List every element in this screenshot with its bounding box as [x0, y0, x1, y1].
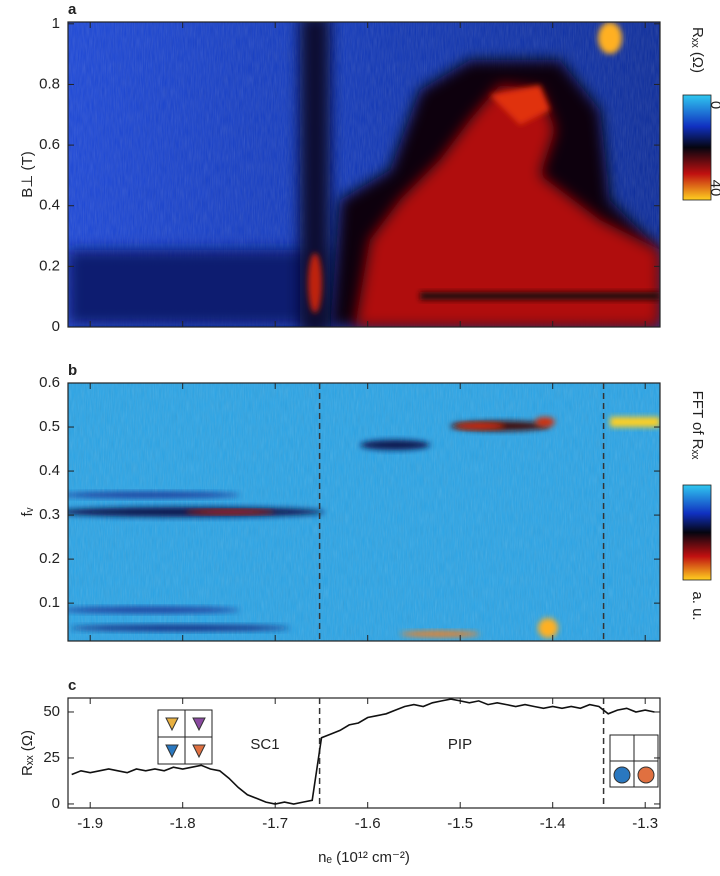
- y-tick-label: 1: [52, 15, 60, 32]
- x-axis-label: nₑ (10¹² cm⁻²): [318, 849, 410, 866]
- y-tick-label: 0: [52, 795, 60, 812]
- y-axis-label: Rₓₓ (Ω): [19, 730, 36, 776]
- y-tick-label: 0.4: [39, 462, 60, 479]
- plot-frame: [67, 382, 661, 642]
- y-axis-label: B⊥ (T): [19, 151, 36, 197]
- x-tick-label: -1.7: [262, 815, 288, 832]
- y-tick-label: 0.1: [39, 594, 60, 611]
- y-tick-label: 50: [43, 703, 60, 720]
- x-tick-label: -1.4: [540, 815, 566, 832]
- panel-label: a: [68, 1, 77, 18]
- heatmap-b: [68, 383, 660, 641]
- colorbar-label: Rₓₓ (Ω): [689, 27, 706, 73]
- heatmap-a: [68, 22, 660, 327]
- colorbar-label: FFT of Rₓₓ: [689, 391, 706, 460]
- annotation: SC1: [250, 736, 279, 753]
- x-tick-label: -1.5: [447, 815, 473, 832]
- y-tick-label: 0.5: [39, 418, 60, 435]
- x-tick-label: -1.3: [632, 815, 658, 832]
- panel-label: c: [68, 677, 76, 694]
- panel-label: b: [68, 362, 77, 379]
- y-tick-label: 0.8: [39, 75, 60, 92]
- y-tick-label: 0.4: [39, 197, 60, 214]
- y-tick-label: 0.2: [39, 550, 60, 567]
- y-tick-label: 0: [52, 318, 60, 335]
- inset-right: [609, 734, 659, 788]
- x-tick-label: -1.9: [77, 815, 103, 832]
- line: [71, 698, 655, 805]
- plot-frame: [67, 697, 661, 809]
- colorbar-tick-label: 40: [707, 180, 720, 197]
- y-axis-label: fᵥ: [19, 507, 36, 516]
- inset-left: [157, 709, 213, 765]
- y-tick-label: 0.6: [39, 136, 60, 153]
- annotation: PIP: [448, 736, 472, 753]
- colorbar-unit: a. u.: [689, 591, 706, 620]
- plot-frame: [67, 21, 661, 328]
- colorbar-b: [682, 484, 712, 581]
- y-tick-label: 0.2: [39, 257, 60, 274]
- y-tick-label: 25: [43, 749, 60, 766]
- y-tick-label: 0.3: [39, 506, 60, 523]
- colorbar-tick-label: 0: [707, 101, 720, 109]
- x-tick-label: -1.6: [355, 815, 381, 832]
- y-tick-label: 0.6: [39, 374, 60, 391]
- colorbar-a: [682, 94, 712, 201]
- x-tick-label: -1.8: [170, 815, 196, 832]
